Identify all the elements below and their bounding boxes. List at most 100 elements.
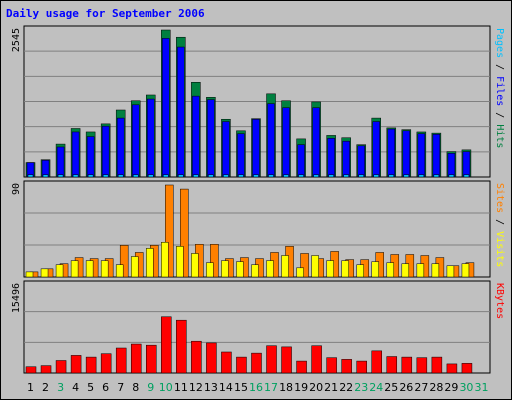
x-tick-label: 24 [369,381,383,394]
bar-visits-day-24 [371,261,379,278]
bar-kbytes-day-6 [100,353,112,374]
bar-files-day-4 [71,131,80,178]
x-tick-label: 6 [102,381,109,394]
bar-kbytes-day-28 [431,356,443,374]
bar-kbytes-day-12 [191,340,202,374]
bar-pages-day-5 [87,174,94,178]
bar-pages-day-14 [223,174,229,178]
bar-visits-day-13 [206,262,214,278]
bar-visits-day-11 [176,246,184,278]
bar-visits-day-6 [100,260,109,278]
bar-kbytes-day-10 [161,316,172,374]
bar-pages-day-30 [463,174,470,178]
bar-pages-day-21 [328,174,334,178]
bar-kbytes-day-16 [251,352,262,374]
bar-files-day-23 [357,145,365,178]
bar-files-day-9 [147,98,155,178]
panel-visits-sites: 90 Sites / Visits [11,180,505,278]
legend: Sites / Visits [494,183,505,267]
bar-kbytes-day-5 [85,356,97,374]
bar-files-day-19 [297,144,305,178]
x-tick-label: 4 [72,381,79,394]
bar-visits-day-18 [281,255,289,278]
bar-visits-day-30 [461,263,470,278]
bar-visits-day-9 [146,248,154,278]
panel-kbytes: 15496 KBytes [11,280,505,374]
bar-pages-day-11 [178,174,184,178]
bar-sites-day-19 [300,253,309,278]
bar-kbytes-day-1 [25,366,37,374]
bar-kbytes-day-17 [266,345,277,374]
bar-kbytes-day-25 [386,356,398,374]
bar-pages-day-24 [373,174,379,178]
bar-visits-day-14 [221,260,229,278]
bar-files-day-28 [432,134,441,178]
bar-pages-day-17 [268,174,274,178]
legend-entry: Visits [494,231,505,267]
bar-visits-day-25 [386,262,395,278]
bar-visits-day-4 [70,260,79,278]
x-tick-label: 25 [384,381,398,394]
bar-files-day-14 [222,121,230,178]
bar-kbytes-day-29 [446,363,458,374]
bar-files-day-25 [387,128,396,178]
x-tick-label: 17 [264,381,278,394]
x-tick-label: 23 [354,381,368,394]
bar-files-day-5 [86,136,95,178]
bar-kbytes-day-9 [146,344,157,374]
legend-entry: Hits [494,124,505,148]
y-max-label: 15496 [11,283,22,313]
x-tick-label: 8 [132,381,139,394]
bar-visits-day-20 [311,255,319,278]
x-tick-label: 26 [399,381,413,394]
bar-pages-day-4 [72,174,79,178]
bar-pages-day-6 [102,174,109,178]
bar-sites-day-7 [119,245,129,278]
x-tick-label: 20 [309,381,323,394]
bar-kbytes-day-20 [311,345,322,374]
bar-visits-day-8 [130,256,139,278]
bar-pages-day-3 [57,174,64,178]
x-tick-label: 1 [27,381,34,394]
x-tick-label: 15 [234,381,248,394]
bar-visits-day-17 [266,260,274,278]
panel-hits-files-pages: 2545 Pages / Files / Hits [11,25,505,178]
bar-visits-day-22 [341,260,349,278]
bar-kbytes-day-8 [130,343,142,374]
bar-visits-day-19 [296,267,304,278]
bar-files-day-7 [116,117,125,178]
bar-files-day-18 [282,107,290,178]
legend-entry: Pages [494,28,505,58]
bar-pages-day-19 [298,174,304,178]
x-tick-label: 12 [189,381,203,394]
x-tick-label: 29 [444,381,458,394]
chart-title: Daily usage for September 2006 [6,7,205,20]
bar-files-day-11 [177,46,185,178]
bar-pages-day-8 [132,174,139,178]
x-tick-label: 22 [339,381,353,394]
bar-kbytes-day-24 [371,350,382,374]
x-tick-label: 16 [249,381,263,394]
legend-entry: Files [494,76,505,106]
bar-files-day-20 [312,107,320,178]
bar-kbytes-day-15 [236,356,247,374]
x-tick-label: 14 [219,381,233,394]
x-tick-label: 2 [42,381,49,394]
bar-pages-day-20 [313,174,319,178]
bar-files-day-24 [372,121,380,178]
bar-visits-day-28 [431,263,440,278]
bar-files-day-26 [402,130,411,178]
x-tick-label: 27 [414,381,428,394]
legend-entry: / [494,58,505,76]
bar-kbytes-day-22 [341,359,352,374]
bar-files-day-29 [447,153,456,178]
bar-files-day-13 [207,99,215,178]
bar-visits-day-29 [446,265,455,278]
bar-files-day-27 [417,133,426,178]
legend: KBytes [494,283,505,319]
bar-pages-day-16 [253,174,259,178]
bar-files-day-30 [462,151,471,178]
bar-kbytes-day-2 [40,365,52,374]
bar-visits-day-12 [191,253,199,278]
bar-pages-day-22 [343,174,349,178]
